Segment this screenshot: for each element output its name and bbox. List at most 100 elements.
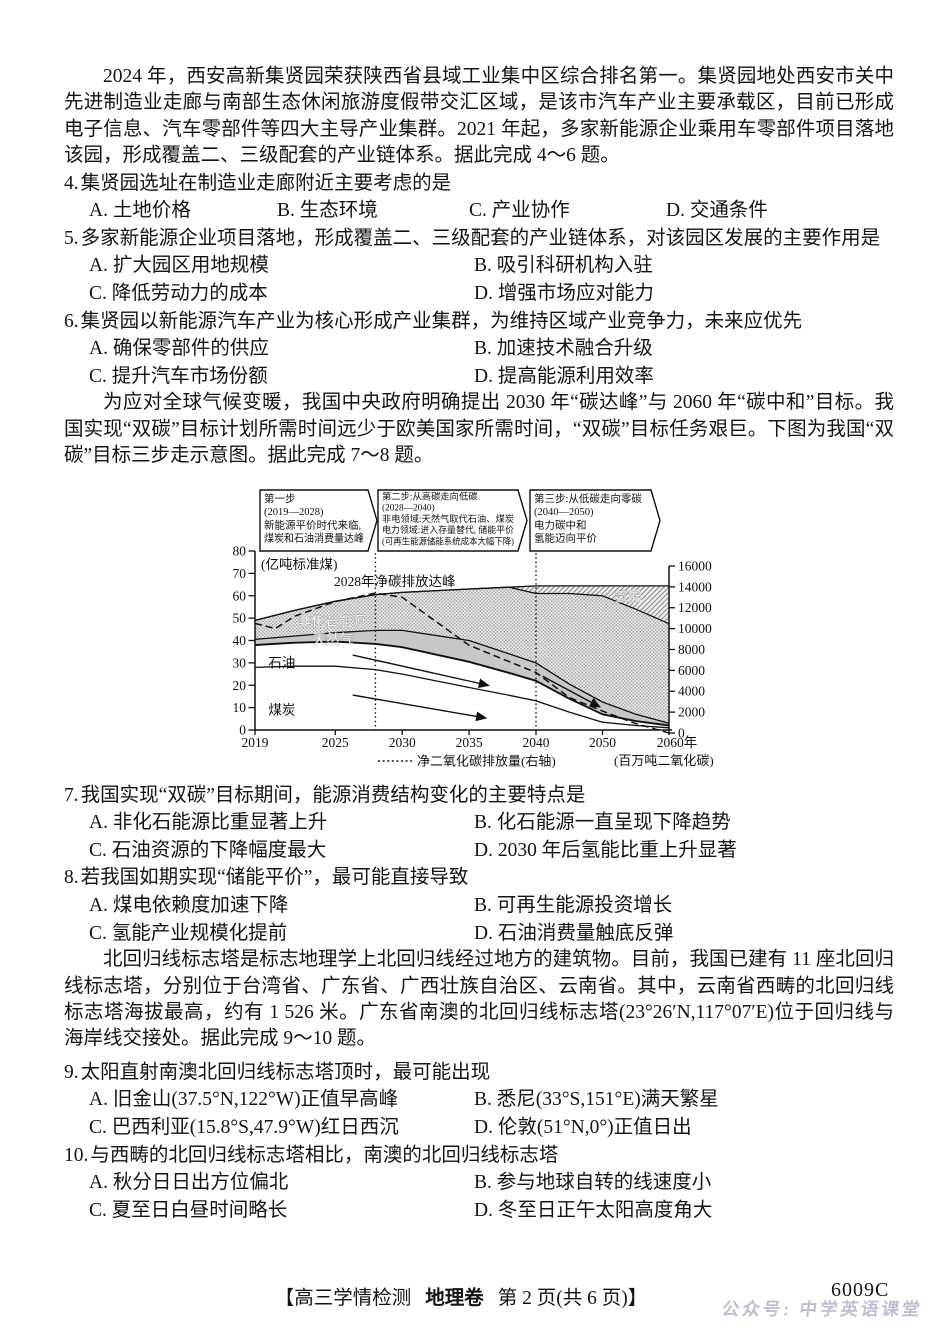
question-6-option-a: A. 确保零部件的供应 bbox=[89, 338, 269, 360]
question-8-option-d: D. 石油消费量触底反弹 bbox=[474, 922, 674, 944]
question-4-option-c: C. 产业协作 bbox=[469, 200, 570, 222]
question-6-option-d: D. 提高能源利用效率 bbox=[474, 365, 654, 387]
question-6-number: 6. bbox=[64, 310, 79, 332]
question-10-option-c: C. 夏至日白昼时间略长 bbox=[89, 1199, 288, 1221]
right-axis-tick-label: 10000 bbox=[678, 621, 712, 636]
dual-carbon-chart-svg: 0102030405060708002000400060008000100001… bbox=[233, 488, 714, 768]
paper-code: 6009C bbox=[831, 1279, 890, 1301]
left-axis-tick-label: 30 bbox=[233, 655, 247, 670]
question-9-option-b: B. 悉尼(33°S,151°E)满天繁星 bbox=[474, 1089, 719, 1111]
right-axis-tick-label: 12000 bbox=[678, 600, 712, 615]
question-7-number: 7. bbox=[64, 784, 79, 806]
question-5: 5. 多家新能源企业项目落地，形成覆盖二、三级配套的产业链体系，对该园区发展的主要… bbox=[64, 225, 894, 308]
question-6-option-b: B. 加速技术融合升级 bbox=[474, 338, 653, 360]
label-hydrogen: 氢能 bbox=[614, 589, 641, 604]
question-8-number: 8. bbox=[64, 867, 79, 889]
question-9: 9. 太阳直射南澳北回归线标志塔顶时，最可能出现 A. 旧金山(37.5°N,12… bbox=[64, 1059, 894, 1142]
step-box-2-line-1: 第二步:从高碳走向低碳 bbox=[382, 490, 478, 502]
x-axis-tick-label: 2035 bbox=[456, 735, 483, 750]
label-coal: 煤炭 bbox=[268, 702, 295, 717]
step-box-2-line-4: 电力领域:进入存量替代, 储能平价 bbox=[382, 524, 514, 536]
step-box-1-line-4: 煤炭和石油消费量达峰 bbox=[264, 531, 364, 544]
question-7-option-a: A. 非化石能源比重显著上升 bbox=[89, 812, 328, 834]
step-box-2-line-5: (可再生能源储能系统成本大幅下降) bbox=[382, 535, 514, 547]
area-hydrogen bbox=[255, 585, 669, 624]
area-gas-boundary bbox=[254, 629, 670, 724]
left-axis-tick-label: 10 bbox=[233, 700, 247, 715]
question-8: 8. 若我国如期实现“储能平价”，最可能直接导致 A. 煤电依赖度加速下降 B. … bbox=[64, 864, 894, 947]
x-axis-tick-label: 2040 bbox=[523, 735, 550, 750]
question-10-stem: 与西畴的北回归线标志塔相比，南澳的北回归线标志塔 bbox=[90, 1144, 559, 1166]
question-10-option-a: A. 秋分日日出方位偏北 bbox=[89, 1172, 289, 1194]
dual-carbon-chart: 0 10 20 30 40 50 60 70 80 0 2000 4000 6000 8000 10000 1… bbox=[228, 478, 728, 780]
question-5-number: 5. bbox=[64, 227, 79, 249]
left-axis-tick-label: 50 bbox=[233, 610, 247, 625]
question-7-option-b: B. 化石能源一直呈现下降趋势 bbox=[474, 812, 731, 834]
question-9-option-c: C. 巴西利亚(15.8°S,47.9°W)红日西沉 bbox=[89, 1116, 399, 1138]
question-4: 4. 集贤园选址在制造业走廊附近主要考虑的是 A. 土地价格 B. 生态环境 C.… bbox=[64, 170, 894, 225]
question-10: 10. 与西畴的北回归线标志塔相比，南澳的北回归线标志塔 A. 秋分日日出方位偏北… bbox=[64, 1142, 894, 1225]
footer-page-number: 第 2 页(共 6 页)】 bbox=[497, 1288, 648, 1309]
question-7-option-d: D. 2030 年后氢能比重上升显著 bbox=[474, 839, 737, 861]
label-non-fossil: 非化石能源 bbox=[298, 614, 366, 629]
left-axis-tick-label: 40 bbox=[233, 633, 247, 648]
step-box-1 bbox=[259, 488, 378, 552]
area-coal-boundary bbox=[254, 665, 670, 729]
question-7-options: A. 非化石能源比重显著上升 B. 化石能源一直呈现下降趋势 C. 石油资源的下… bbox=[64, 809, 894, 864]
legend-co2-label: 净二氧化碳排放量(右轴) bbox=[417, 753, 556, 768]
question-8-stem: 若我国如期实现“储能平价”，最可能直接导致 bbox=[80, 867, 469, 889]
question-8-option-c: C. 氢能产业规模化提前 bbox=[89, 922, 288, 944]
question-4-number: 4. bbox=[64, 172, 79, 194]
right-axis-unit-label: (百万吨二氧化碳) bbox=[614, 753, 714, 768]
question-7-option-c: C. 石油资源的下降幅度最大 bbox=[89, 839, 327, 861]
question-4-stem: 集贤园选址在制造业走廊附近主要考虑的是 bbox=[80, 172, 452, 194]
trend-arrow-3 bbox=[542, 675, 602, 708]
exam-content: 2024 年，西安高新集贤园荣获陕西省县域工业集中区综合排名第一。集贤园地处西安… bbox=[64, 66, 894, 1225]
question-9-stem: 太阳直射南澳北回归线标志塔顶时，最可能出现 bbox=[80, 1061, 491, 1083]
question-9-options: A. 旧金山(37.5°N,122°W)正值早高峰 B. 悉尼(33°S,151… bbox=[64, 1086, 894, 1141]
trend-arrow-2 bbox=[352, 693, 488, 721]
x-axis-tick-label: 2060年 bbox=[657, 735, 698, 750]
right-axis-tick-label: 16000 bbox=[678, 558, 712, 573]
x-axis-tick-label: 2019 bbox=[242, 735, 269, 750]
area-non-fossil bbox=[255, 586, 669, 723]
step-box-3-line-1: 第三步:从低碳走向零碳 bbox=[534, 492, 642, 505]
step-box-3-line-2: (2040—2050) bbox=[534, 507, 594, 518]
left-axis-tick-label: 20 bbox=[233, 677, 247, 692]
question-6-options: A. 确保零部件的供应 B. 加速技术融合升级 C. 提升汽车市场份额 D. 提… bbox=[64, 335, 894, 390]
step-box-1-line-3: 新能源平价时代来临, bbox=[264, 518, 361, 531]
question-9-number: 9. bbox=[64, 1061, 79, 1083]
question-6-stem: 集贤园以新能源汽车产业为核心形成产业集群，为维持区域产业竞争力，未来应优先 bbox=[80, 310, 803, 332]
question-5-option-b: B. 吸引科研机构入驻 bbox=[474, 255, 653, 277]
question-9-option-d: D. 伦敦(51°N,0°)正值日出 bbox=[474, 1116, 692, 1138]
question-5-stem: 多家新能源企业项目落地，形成覆盖二、三级配套的产业链体系，对该园区发展的主要作用… bbox=[80, 227, 881, 249]
question-4-option-a: A. 土地价格 bbox=[89, 200, 191, 222]
question-10-option-b: B. 参与地球自转的线速度小 bbox=[474, 1172, 712, 1194]
question-4-option-d: D. 交通条件 bbox=[666, 200, 768, 222]
area-coal bbox=[255, 665, 669, 730]
x-axis-tick-label: 2030 bbox=[389, 735, 416, 750]
step-box-2-line-2: (2028—2040) bbox=[382, 502, 435, 513]
step-box-3 bbox=[529, 488, 661, 552]
area-oil-boundary bbox=[254, 640, 670, 727]
question-7: 7. 我国实现“双碳”目标期间，能源消费结构变化的主要特点是 A. 非化石能源比重… bbox=[64, 782, 894, 865]
area-oil bbox=[255, 641, 669, 728]
question-10-options: A. 秋分日日出方位偏北 B. 参与地球自转的线速度小 C. 夏至日白昼时间略长… bbox=[64, 1169, 894, 1224]
footer-subject: 地理卷 bbox=[425, 1287, 484, 1309]
question-5-options: A. 扩大园区用地规模 B. 吸引科研机构入驻 C. 降低劳动力的成本 D. 增… bbox=[64, 252, 894, 307]
question-8-option-b: B. 可再生能源投资增长 bbox=[474, 894, 673, 916]
area-gas bbox=[255, 629, 669, 726]
peak-annotation: 2028年净碳排放达峰 bbox=[334, 574, 456, 589]
intro-paragraph-tropic-of-cancer: 北回归线标志塔是标志地理学上北回归线经过地方的建筑物。目前，我国已建有 11 座… bbox=[64, 949, 894, 1050]
question-6-option-c: C. 提升汽车市场份额 bbox=[89, 365, 268, 387]
trend-arrow-1 bbox=[352, 653, 490, 688]
step-box-3-line-3: 电力碳中和 bbox=[534, 518, 587, 531]
left-axis-tick-label: 70 bbox=[233, 565, 247, 580]
right-axis-tick-label: 0 bbox=[678, 725, 685, 740]
question-10-number: 10. bbox=[64, 1144, 89, 1166]
left-axis-unit-label: (亿吨标准煤) bbox=[261, 557, 338, 572]
area-hydrogen-boundary bbox=[254, 584, 669, 621]
right-axis-tick-label: 4000 bbox=[678, 683, 705, 698]
step-box-3-line-4: 氢能迈向平价 bbox=[534, 531, 597, 544]
left-axis-tick-label: 60 bbox=[233, 588, 247, 603]
